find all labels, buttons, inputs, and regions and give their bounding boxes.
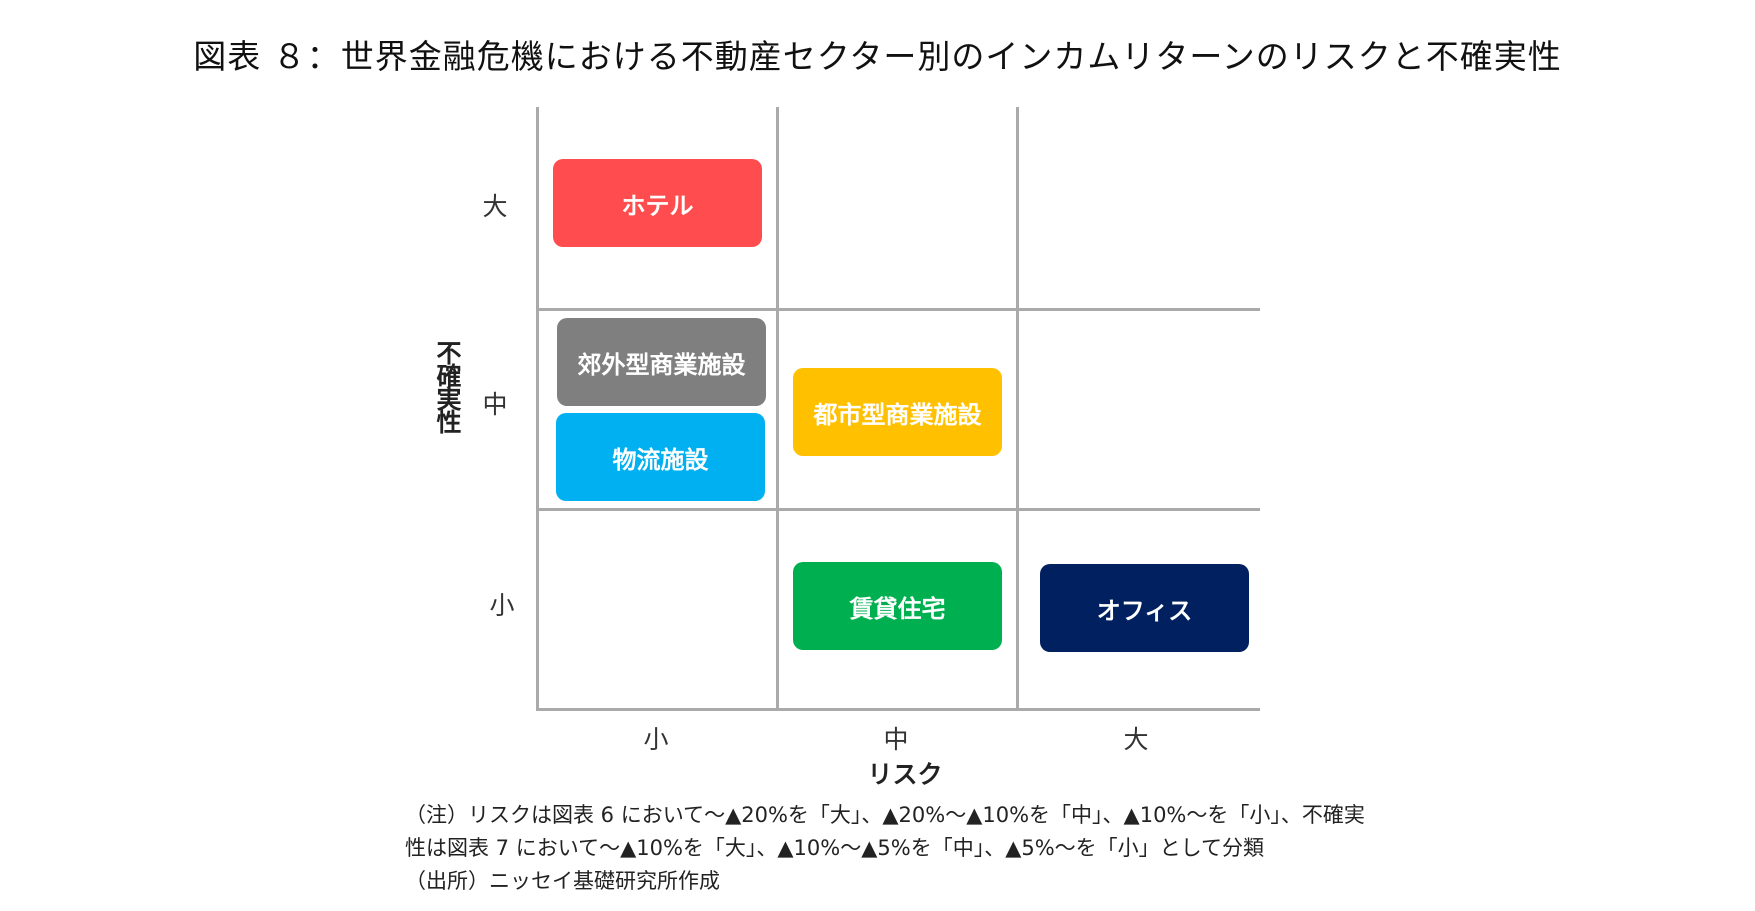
note-line-1: （注）リスクは図表 6 において～▲20%を「大」、▲20%～▲10%を「中」、… [405,803,1365,827]
x-tick-small: 小 [643,725,669,754]
x-axis-line [536,708,1260,711]
grid-horizontal-2 [536,508,1260,511]
sector-box-residential: 賃貸住宅 [793,562,1002,650]
y-tick-small: 小 [489,591,515,620]
x-axis-label: リスク [867,760,943,789]
y-tick-large: 大 [482,192,508,221]
grid-horizontal-1 [536,308,1260,311]
y-axis-label: 不確実性 [433,340,462,432]
sector-box-office: オフィス [1040,564,1249,652]
x-tick-large: 大 [1123,725,1149,754]
note-line-2: 性は図表 7 において～▲10%を「大」、▲10%～▲5%を「中」、▲5%～を「… [405,836,1265,860]
sector-box-logistics: 物流施設 [556,413,765,501]
grid-vertical-2 [1016,107,1019,710]
source-note: （出所）ニッセイ基礎研究所作成 [405,869,720,893]
x-tick-medium: 中 [883,725,909,754]
y-tick-medium: 中 [482,390,508,419]
sector-box-hotel: ホテル [553,159,762,247]
y-axis-line [536,107,539,710]
sector-box-urban-retail: 都市型商業施設 [793,368,1002,456]
chart-title: 図表 ８：世界金融危機における不動産セクター別のインカムリターンのリスクと不確実… [193,37,1562,76]
sector-box-suburban-retail: 郊外型商業施設 [557,318,766,406]
grid-vertical-1 [776,107,779,710]
